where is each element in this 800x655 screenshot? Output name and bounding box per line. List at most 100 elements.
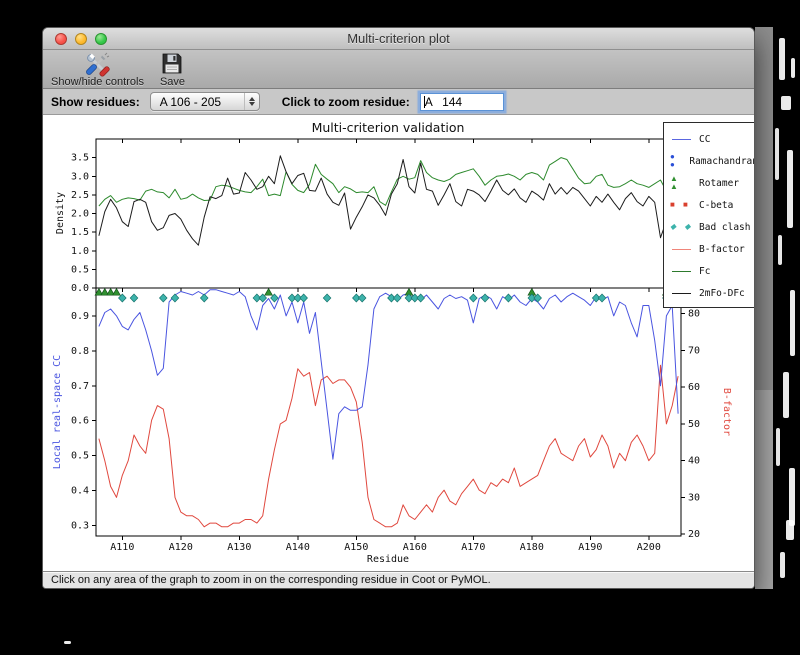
cc-tick-label: 0.8 xyxy=(71,346,89,357)
figure-area: A110 A120 A130 A140 A150 A160 A170 A180 A190 A200… xyxy=(43,115,755,573)
screenshot-artifact xyxy=(778,235,782,265)
screenshot-artifact xyxy=(786,520,794,540)
legend-entry: Fc xyxy=(670,260,754,282)
bad-clash-marker xyxy=(322,293,332,303)
screenshot-artifact xyxy=(779,38,785,80)
x-tick-label: A140 xyxy=(286,542,310,553)
bad-clash-marker xyxy=(404,293,414,303)
legend-entry: ● ● Ramachandran xyxy=(670,150,755,172)
close-button[interactable] xyxy=(55,33,67,45)
cc-tick-label: 0.3 xyxy=(71,521,89,532)
zoom-residue-label: Click to zoom residue: xyxy=(281,94,410,109)
multi-criterion-plot-window: Multi-criterion plot Show/hid xyxy=(42,27,755,589)
bfactor-line xyxy=(98,364,679,528)
plot-canvas[interactable]: A110 A120 A130 A140 A150 A160 A170 A180 A190 A200… xyxy=(43,115,755,573)
x-tick-label: A190 xyxy=(578,542,602,553)
density-tick-label: 2.5 xyxy=(71,190,89,201)
density-tick-label: 0.5 xyxy=(71,264,89,275)
bad-clash-marker xyxy=(118,293,127,303)
density-axis-label: Density xyxy=(55,192,66,234)
screenshot-artifact xyxy=(791,58,795,78)
legend-label: CC xyxy=(699,133,711,145)
bad-clash-marker xyxy=(352,293,361,303)
bfactor-tick-label: 40 xyxy=(688,456,700,467)
cc-tick-label: 0.5 xyxy=(71,451,89,462)
legend-line-sample xyxy=(670,292,696,294)
rotamer-outlier-marker xyxy=(112,287,121,296)
cc-tick-label: 0.6 xyxy=(71,416,89,427)
bad-clash-marker xyxy=(158,293,168,303)
cc-tick-label: 0.7 xyxy=(71,381,89,392)
bad-clash-marker xyxy=(533,293,542,303)
show-residues-dropdown[interactable]: A 106 - 205 xyxy=(149,92,260,111)
x-tick-label: A170 xyxy=(461,542,485,553)
bad-clash-marker xyxy=(270,293,279,303)
zoom-residue-input[interactable]: A 144 xyxy=(419,92,504,111)
screenshot-artifact xyxy=(780,552,785,578)
x-tick-label: A160 xyxy=(403,542,427,553)
legend-entry: ◆ ◆ Bad clash xyxy=(670,216,754,238)
bad-clash-marker xyxy=(129,293,139,303)
bottom-axes-frame xyxy=(95,287,682,537)
cc-tick-label: 0.4 xyxy=(71,486,89,497)
toolbar: Show/hide controls Save xyxy=(43,50,754,89)
legend-label: Ramachandran xyxy=(689,155,755,167)
stepper-arrows-icon xyxy=(243,93,259,110)
legend-label: 2mFo-DFc xyxy=(699,287,745,299)
minimize-button[interactable] xyxy=(75,33,87,45)
legend-marker-sample: ▲ ▲ xyxy=(670,174,681,191)
x-tick-label: A120 xyxy=(169,542,193,553)
cc-line xyxy=(98,289,679,460)
show-residues-value: A 106 - 205 xyxy=(159,94,222,109)
legend-label: B-factor xyxy=(699,243,745,255)
legend-entry: ■ ■ C-beta xyxy=(670,194,754,216)
cc-axis-label: Local real-space CC xyxy=(52,355,63,469)
save-icon xyxy=(160,51,184,76)
screenshot-artifact xyxy=(781,96,791,110)
screenshot-artifact xyxy=(789,468,795,526)
show-hide-controls-label: Show/hide controls xyxy=(51,76,144,88)
legend-label: C-beta xyxy=(699,199,734,211)
plot-legend: CC ● ● Ramachandran ▲ ▲ Rotamer ■ ■ C-beta ◆ ◆ B… xyxy=(663,122,755,308)
legend-entry: ▲ ▲ Rotamer xyxy=(670,172,754,194)
window-title: Multi-criterion plot xyxy=(347,31,450,46)
legend-line-sample xyxy=(670,138,696,140)
bad-clash-marker xyxy=(258,293,268,303)
save-label: Save xyxy=(159,76,186,88)
titlebar[interactable]: Multi-criterion plot xyxy=(43,28,754,50)
text-caret xyxy=(423,95,425,108)
show-residues-label: Show residues: xyxy=(51,94,140,109)
save-button[interactable]: Save xyxy=(160,51,185,88)
zoom-residue-value: A 144 xyxy=(424,94,463,109)
screenshot-artifact xyxy=(776,428,780,466)
density-tick-label: 1.0 xyxy=(71,246,89,257)
density-tick-label: 2.0 xyxy=(71,209,89,220)
density-tick-label: 0.0 xyxy=(71,283,89,294)
bad-clash-marker xyxy=(287,293,297,303)
background-grey-band xyxy=(755,27,773,390)
show-hide-controls-button[interactable]: Show/hide controls xyxy=(51,51,144,88)
zoom-button[interactable] xyxy=(95,33,107,45)
density-tick-label: 3.5 xyxy=(71,153,89,164)
controls-row: Show residues: A 106 - 205 Click to zoom… xyxy=(43,89,754,115)
bad-clash-marker xyxy=(299,293,308,303)
rotamer-outlier-marker xyxy=(106,287,116,296)
rotamer-outlier-marker xyxy=(94,287,104,296)
x-tick-label: A200 xyxy=(637,542,661,553)
bfactor-tick-label: 20 xyxy=(688,529,700,540)
window-controls xyxy=(55,33,107,45)
legend-label: Fc xyxy=(699,265,711,277)
two-mfo-dfc-line xyxy=(98,155,679,246)
screenshot-artifact xyxy=(775,128,779,180)
x-tick-label: A130 xyxy=(227,542,251,553)
bad-clash-marker xyxy=(387,293,396,303)
bad-clash-marker xyxy=(199,293,209,303)
screenshot-artifact xyxy=(783,372,789,418)
bfactor-tick-label: 30 xyxy=(688,492,700,503)
legend-line-sample xyxy=(670,248,696,250)
bfactor-axis-label: B-factor xyxy=(721,388,732,436)
bfactor-tick-label: 80 xyxy=(688,309,700,320)
cc-tick-label: 0.9 xyxy=(71,311,89,322)
residue-axis-label: Residue xyxy=(367,554,409,565)
density-tick-label: 1.5 xyxy=(71,227,89,238)
